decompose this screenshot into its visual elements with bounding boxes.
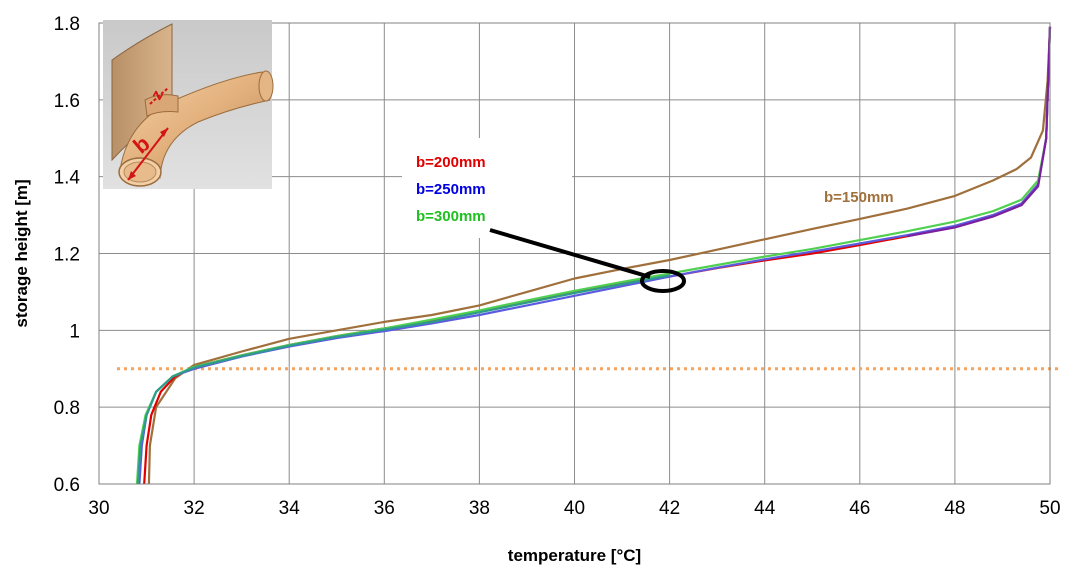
annotation-box: b=200mm b=250mm b=300mm <box>402 138 572 238</box>
x-tick-label: 50 <box>1039 498 1060 519</box>
y-tick-label: 1 <box>69 321 80 342</box>
x-tick-label: 32 <box>184 498 205 519</box>
x-tick-label: 36 <box>374 498 395 519</box>
label-b250: b=250mm <box>416 181 486 198</box>
y-axis-label: storage height [m] <box>12 179 31 327</box>
y-tick-label: 0.8 <box>54 398 80 419</box>
y-tick-label: 1.8 <box>54 14 80 35</box>
annotation-box-background <box>402 138 572 238</box>
annotation-pointer-line <box>489 228 651 279</box>
x-tick-label: 34 <box>279 498 301 519</box>
x-tick-label: 44 <box>754 498 776 519</box>
x-tick-label: 40 <box>564 498 585 519</box>
inset-b-arrow <box>127 127 169 181</box>
plot-frame <box>98 22 1051 485</box>
label-b300: b=300mm <box>416 208 486 225</box>
inset-pipe-outlet <box>258 70 274 102</box>
series-line-5 <box>136 274 670 485</box>
y-tick-label: 1.4 <box>54 168 81 189</box>
x-tick-label: 42 <box>659 498 680 519</box>
y-tick-label: 0.6 <box>54 475 80 496</box>
tick-labels: 30 32 34 36 38 40 42 44 46 48 50 0.6 0.8 1 1.2 1.4 1.6 1.… <box>54 14 1061 519</box>
series-line-3 <box>135 26 1052 485</box>
x-tick-label: 30 <box>88 498 109 519</box>
inset-b-arrowhead-bottom <box>128 171 136 180</box>
annotation-highlight-ellipse <box>640 269 686 293</box>
series-line-1 <box>143 26 1052 485</box>
y-tick-label: 1.2 <box>54 245 80 266</box>
label-b200: b=200mm <box>416 154 486 171</box>
pipe-geometry-inset: b z <box>103 20 274 189</box>
x-tick-label: 46 <box>849 498 870 519</box>
x-axis-label: temperature [°C] <box>508 546 641 565</box>
series-line-4 <box>907 26 1052 238</box>
x-tick-label: 48 <box>944 498 965 519</box>
series-group <box>135 26 1052 485</box>
y-tick-label: 1.6 <box>54 91 80 112</box>
label-b150: b=150mm <box>824 189 894 206</box>
inset-b-arrowhead-top <box>160 128 168 137</box>
x-tick-label: 38 <box>469 498 490 519</box>
series-line-2 <box>138 26 1052 485</box>
series-line-0 <box>147 26 1052 485</box>
inset-z-arrow <box>149 87 169 105</box>
